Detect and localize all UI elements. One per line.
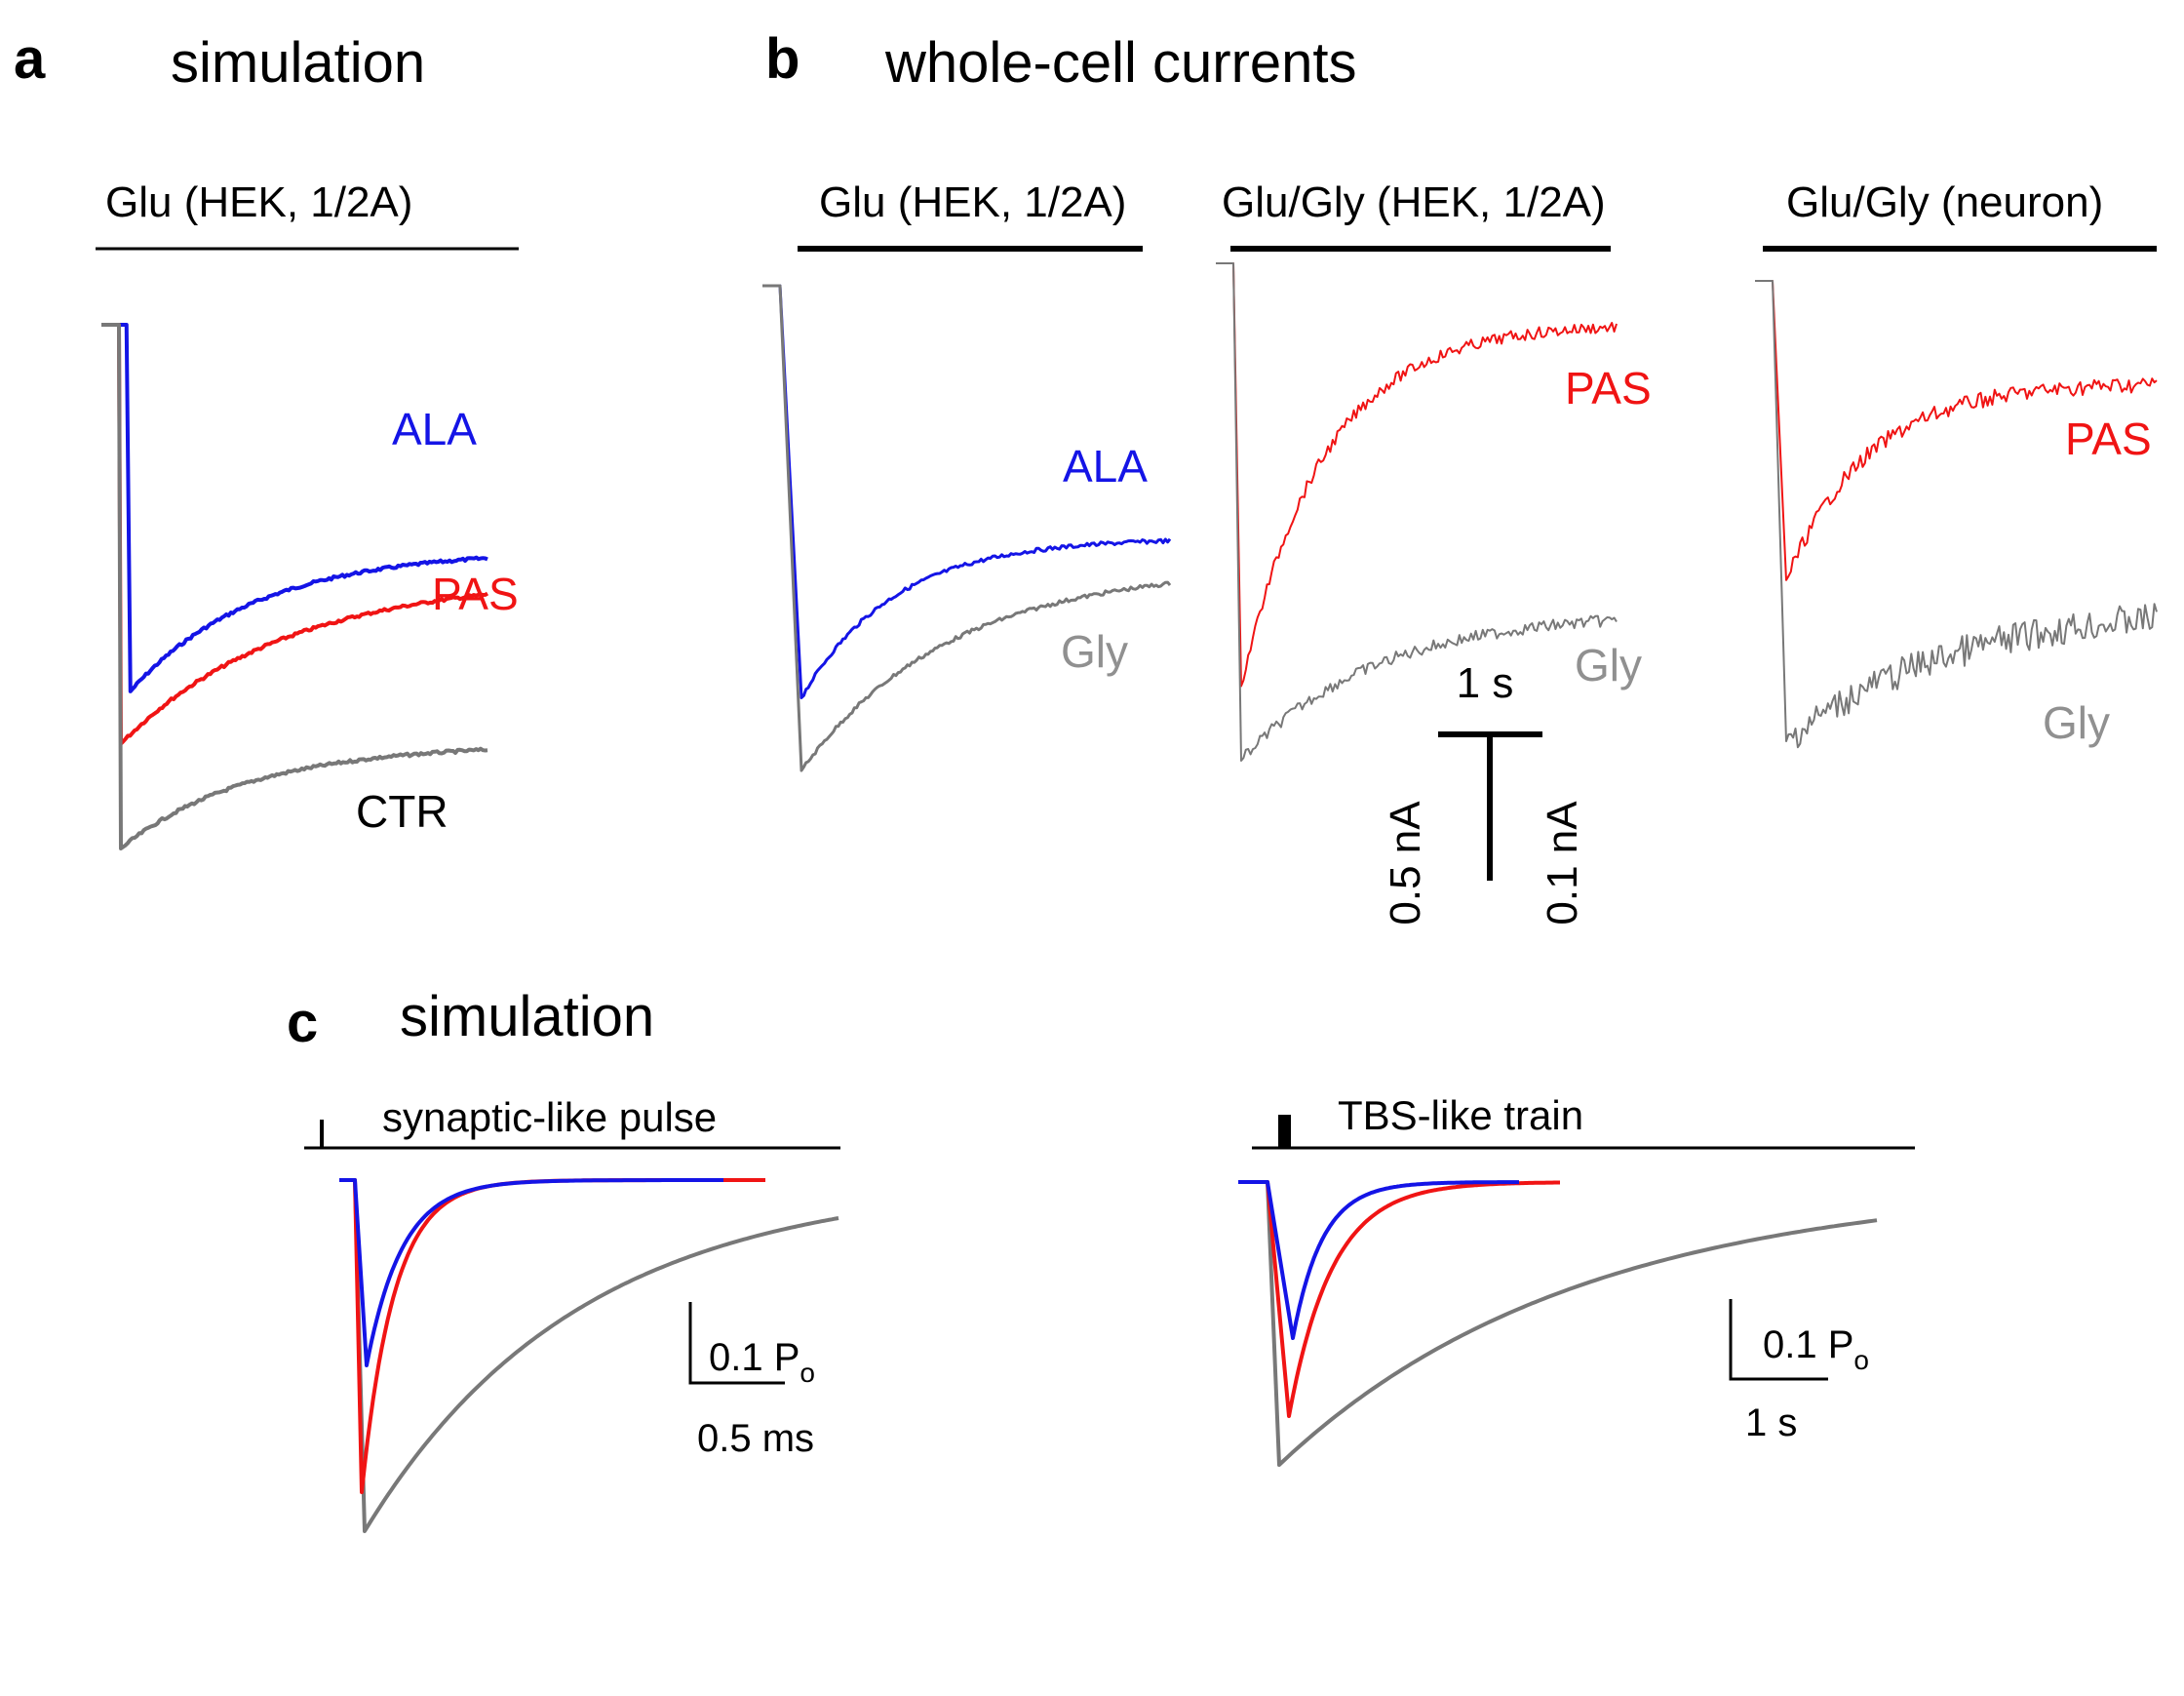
- panel-a-title: simulation: [171, 31, 425, 95]
- panel-c-left-time-label: 0.5 ms: [697, 1417, 814, 1460]
- panel-b1-stim-label: Glu (HEK, 1/2A): [819, 178, 1126, 226]
- panel-b3-trace-pas: [1755, 280, 2158, 581]
- panel-c-left-trace-ala: [339, 1178, 723, 1367]
- panel-b2-stim-label: Glu/Gly (HEK, 1/2A): [1222, 178, 1606, 226]
- panel-c-right-trace-ala: [1238, 1180, 1520, 1340]
- panel-c-title: simulation: [400, 985, 654, 1048]
- panel-c-left-scalebar: [688, 1302, 785, 1385]
- panel-b2-pas-label: PAS: [1565, 363, 1652, 414]
- panel-c-left-stim-label: synaptic-like pulse: [382, 1094, 717, 1140]
- panel-c-right-train-mark: [1278, 1115, 1291, 1148]
- panel-a-pas-label: PAS: [432, 569, 519, 619]
- panel-b-title: whole-cell currents: [884, 31, 1357, 95]
- panel-b-time-scale-label: 1 s: [1457, 659, 1514, 707]
- panel-c-right-po-label: 0.1 Po: [1763, 1323, 1869, 1375]
- panel-b3-traces: [1755, 280, 2158, 749]
- panel-b1-ala-label: ALA: [1063, 441, 1148, 492]
- panel-c-right-trace-ctr: [1238, 1180, 1878, 1467]
- panel-b-current-scale-left: 0.5 nA: [1382, 801, 1429, 926]
- panel-b1-trace-gly: [762, 284, 1172, 772]
- panel-b-current-scale-right: 0.1 nA: [1539, 801, 1586, 926]
- panel-b2-gly-label: Gly: [1575, 640, 1642, 690]
- panel-c-left-trace-ctr: [339, 1178, 839, 1533]
- panel-b3-pas-label: PAS: [2065, 414, 2152, 464]
- panel-c-right-scalebar: [1729, 1299, 1828, 1381]
- panel-b3-stim-label: Glu/Gly (neuron): [1786, 178, 2103, 226]
- panel-a-letter: a: [14, 27, 46, 91]
- panel-a-trace-ala: [101, 323, 488, 693]
- panel-b3-trace-gly: [1755, 280, 2158, 749]
- panel-c-left-po-label: 0.1 Po: [709, 1336, 815, 1388]
- panel-c-right-time-label: 1 s: [1745, 1401, 1797, 1444]
- panel-a-stim-label: Glu (HEK, 1/2A): [105, 178, 412, 226]
- panel-a-trace-ctr: [101, 323, 488, 850]
- panel-c-right-traces: [1238, 1180, 1878, 1467]
- panel-c-right-stim-label: TBS-like train: [1338, 1092, 1583, 1138]
- panel-a-ala-label: ALA: [392, 404, 477, 454]
- panel-b-letter: b: [765, 27, 800, 91]
- panel-a-trace-pas: [101, 323, 489, 746]
- panel-b3-gly-label: Gly: [2043, 697, 2110, 748]
- panel-a-traces: [101, 323, 489, 850]
- panel-b2-traces: [1216, 262, 1618, 762]
- panel-a-ctr-label: CTR: [356, 786, 448, 837]
- panel-b1-traces: [762, 284, 1172, 772]
- panel-b2-trace-gly: [1216, 262, 1618, 762]
- panel-b2-trace-pas: [1216, 262, 1618, 688]
- panel-c-letter: c: [287, 991, 318, 1054]
- panel-c-left-traces: [339, 1178, 839, 1533]
- panel-b1-gly-label: Gly: [1061, 626, 1128, 677]
- panel-b1-trace-ala: [762, 284, 1172, 699]
